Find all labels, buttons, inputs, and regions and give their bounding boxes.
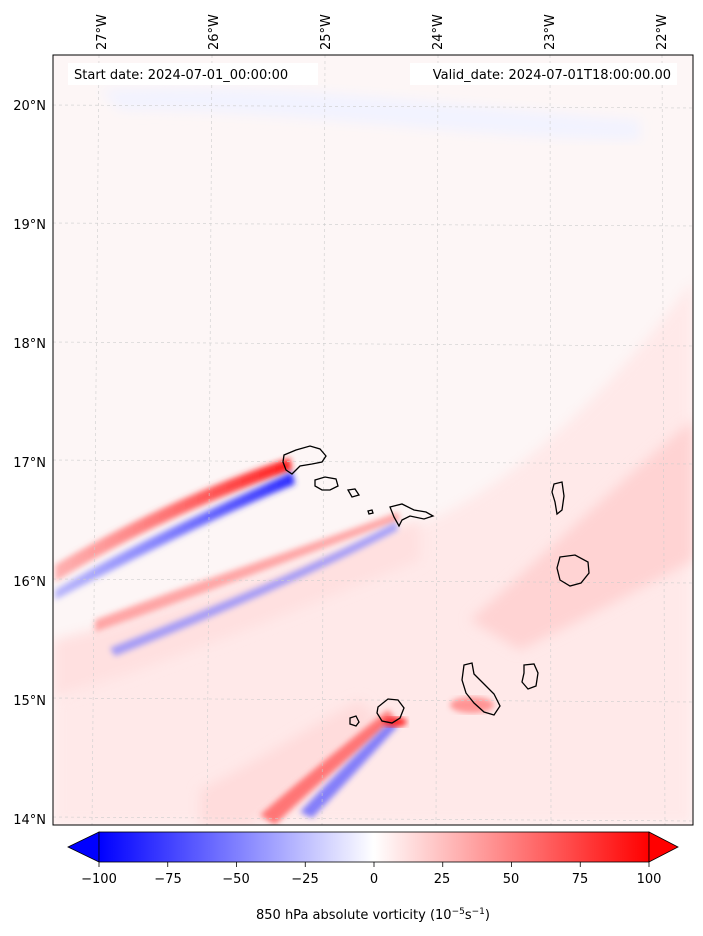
colorbar-tick-2: −50 <box>222 872 249 887</box>
map-frame <box>52 54 694 826</box>
island-fogo <box>376 698 405 724</box>
colorbar-tick-5: 25 <box>434 872 451 887</box>
meridian-27w <box>91 54 100 826</box>
lon-tick-22w: 22°W <box>655 14 670 50</box>
colorbar-tick-0: −100 <box>81 872 117 887</box>
valid-date-label: Valid_date: 2024-07-01T18:00:00.00 <box>433 68 671 83</box>
colorbar-gradient <box>98 831 650 863</box>
island-maio <box>521 663 539 690</box>
island-santiago <box>461 662 501 716</box>
longitude-ticks: 27°W 26°W 25°W 24°W 23°W 22°W <box>95 14 670 50</box>
colorbar-min-arrow <box>67 831 100 863</box>
colorbar-label: 850 hPa absolute vorticity (10−5s−1) <box>256 907 490 923</box>
island-boa-vista <box>556 554 590 587</box>
negative-wake-streak-south <box>300 720 398 818</box>
lon-tick-25w: 25°W <box>319 14 334 50</box>
meridian-26w <box>206 54 213 826</box>
meridian-23w <box>549 54 552 826</box>
lon-tick-24w: 24°W <box>431 14 446 50</box>
colorbar-tick-1: −75 <box>154 872 181 887</box>
negative-wake-streak-middle <box>110 522 398 656</box>
positive-patch-fogo <box>383 717 407 727</box>
start-date-box <box>68 63 318 85</box>
colorbar-tick-6: 50 <box>503 872 520 887</box>
meridian-25w <box>321 54 326 826</box>
parallel-19n <box>52 222 694 227</box>
lat-tick-20n: 20°N <box>13 99 46 114</box>
island-brava <box>349 715 360 727</box>
lat-tick-17n: 17°N <box>13 456 46 471</box>
vorticity-field <box>53 87 693 825</box>
colorbar-tick-7: 75 <box>572 872 589 887</box>
parallel-18n <box>52 341 694 347</box>
colorbar-tick-3: −25 <box>291 872 318 887</box>
meridian-22w <box>661 54 666 826</box>
positive-wake-streak-south <box>260 710 395 825</box>
island-sao-vicente <box>314 476 339 491</box>
lat-tick-16n: 16°N <box>13 575 46 590</box>
lat-tick-19n: 19°N <box>13 218 46 233</box>
coastlines <box>282 445 590 727</box>
colorbar-tick-8: 100 <box>637 872 662 887</box>
island-santa-luzia <box>346 488 361 498</box>
parallel-16n <box>52 578 694 584</box>
positive-patch-santiago <box>450 697 494 713</box>
positive-wake-streak-north <box>55 458 292 582</box>
lat-tick-15n: 15°N <box>13 694 46 709</box>
colorbar: −100 −75 −50 −25 0 25 50 75 100 850 hPa … <box>67 831 679 923</box>
positive-vorticity-band-southwest <box>53 520 420 700</box>
positive-vorticity-band-east <box>470 420 693 650</box>
parallel-20n <box>52 104 694 109</box>
parallel-14n <box>52 816 694 822</box>
negative-wake-streak-north <box>55 472 295 600</box>
island-sao-nicolau <box>389 503 435 528</box>
map-panel: Start date: 2024-07-01_00:00:00 Valid_da… <box>52 54 694 826</box>
lat-tick-18n: 18°N <box>13 337 46 352</box>
island-sal <box>551 481 565 516</box>
island-raso <box>367 509 374 515</box>
gridlines <box>52 54 694 826</box>
island-santo-antao <box>282 445 327 475</box>
start-date-label: Start date: 2024-07-01_00:00:00 <box>74 68 288 83</box>
lon-tick-27w: 27°W <box>95 14 110 50</box>
positive-wake-streak-middle <box>95 512 400 632</box>
positive-vorticity-band-south <box>200 700 380 825</box>
meridian-24w <box>435 54 439 826</box>
parallel-17n <box>52 459 694 465</box>
colorbar-tick-4: 0 <box>370 872 378 887</box>
lon-tick-23w: 23°W <box>543 14 558 50</box>
lon-tick-26w: 26°W <box>207 14 222 50</box>
latitude-ticks: 20°N 19°N 18°N 17°N 16°N 15°N 14°N <box>13 99 46 828</box>
weak-negative-region-north <box>100 87 640 140</box>
lat-tick-14n: 14°N <box>13 813 46 828</box>
colorbar-max-arrow <box>648 831 679 863</box>
parallel-15n <box>52 697 694 703</box>
valid-date-box <box>410 63 677 85</box>
